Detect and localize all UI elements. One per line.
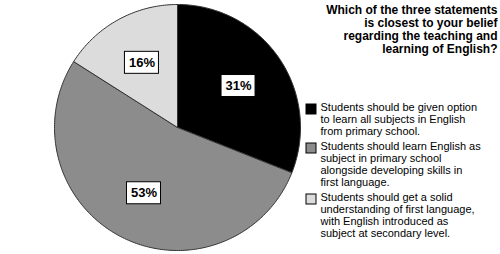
svg-text:Which of the three statementsi: Which of the three statementsis closest … <box>326 3 498 57</box>
svg-text:31%: 31% <box>226 78 252 93</box>
svg-text:Students should be given optio: Students should be given optionto learn … <box>321 101 478 137</box>
svg-text:53%: 53% <box>131 185 157 200</box>
svg-text:16%: 16% <box>129 55 155 70</box>
svg-text:Students should learn English: Students should learn English assubject … <box>321 140 482 188</box>
svg-text:Students should get a solidund: Students should get a solidunderstanding… <box>320 191 475 239</box>
